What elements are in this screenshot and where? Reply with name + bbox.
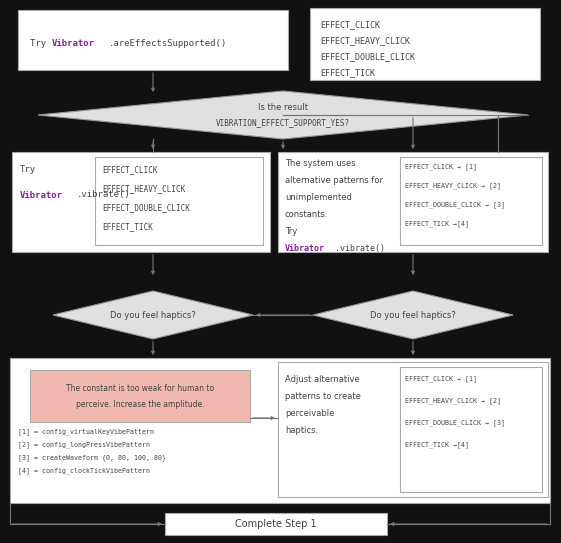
- Text: EFFECT_HEAVY_CLICK: EFFECT_HEAVY_CLICK: [320, 36, 410, 45]
- Text: EFFECT_TICK →[4]: EFFECT_TICK →[4]: [405, 220, 469, 227]
- Text: Complete Step 1: Complete Step 1: [235, 519, 317, 529]
- FancyBboxPatch shape: [30, 370, 250, 422]
- Text: Adjust alternative: Adjust alternative: [285, 375, 360, 384]
- Text: EFFECT_CLICK → [1]: EFFECT_CLICK → [1]: [405, 375, 477, 382]
- Text: EFFECT_HEAVY_CLICK → [2]: EFFECT_HEAVY_CLICK → [2]: [405, 397, 501, 404]
- Text: Vibrator: Vibrator: [52, 40, 95, 48]
- Text: Try: Try: [20, 166, 36, 174]
- Text: Is the result: Is the result: [258, 103, 308, 111]
- Text: VIBRATION_EFFECT_SUPPORT_YES?: VIBRATION_EFFECT_SUPPORT_YES?: [216, 118, 350, 128]
- FancyBboxPatch shape: [310, 8, 540, 80]
- Text: perceivable: perceivable: [285, 409, 334, 418]
- Text: [4] = config_clockTickVibePattern: [4] = config_clockTickVibePattern: [18, 467, 150, 473]
- Text: patterns to create: patterns to create: [285, 392, 361, 401]
- Text: Try: Try: [285, 227, 297, 236]
- FancyBboxPatch shape: [12, 152, 270, 252]
- Text: EFFECT_DOUBLE_CLICK: EFFECT_DOUBLE_CLICK: [102, 203, 190, 212]
- Text: EFFECT_DOUBLE_CLICK → [3]: EFFECT_DOUBLE_CLICK → [3]: [405, 419, 505, 426]
- Text: EFFECT_HEAVY_CLICK → [2]: EFFECT_HEAVY_CLICK → [2]: [405, 182, 501, 189]
- Text: Do you feel haptics?: Do you feel haptics?: [370, 311, 456, 319]
- Text: constants.: constants.: [285, 210, 329, 219]
- Text: [1] = config_virtualKeyVibePattern: [1] = config_virtualKeyVibePattern: [18, 428, 154, 435]
- Text: .areEffectsSupported(): .areEffectsSupported(): [109, 40, 227, 48]
- Text: EFFECT_TICK: EFFECT_TICK: [102, 222, 153, 231]
- FancyBboxPatch shape: [165, 513, 387, 535]
- FancyBboxPatch shape: [400, 367, 542, 492]
- Text: EFFECT_CLICK: EFFECT_CLICK: [320, 20, 380, 29]
- Text: The constant is too weak for human to: The constant is too weak for human to: [66, 384, 214, 393]
- Text: EFFECT_CLICK: EFFECT_CLICK: [102, 165, 158, 174]
- Text: Vibrator: Vibrator: [285, 244, 325, 253]
- Text: EFFECT_DOUBLE_CLICK: EFFECT_DOUBLE_CLICK: [320, 52, 415, 61]
- FancyBboxPatch shape: [400, 157, 542, 245]
- Polygon shape: [313, 291, 513, 339]
- FancyBboxPatch shape: [10, 358, 550, 503]
- FancyBboxPatch shape: [18, 10, 288, 70]
- Polygon shape: [38, 91, 528, 139]
- Text: EFFECT_CLICK → [1]: EFFECT_CLICK → [1]: [405, 163, 477, 170]
- Text: EFFECT_HEAVY_CLICK: EFFECT_HEAVY_CLICK: [102, 184, 185, 193]
- Text: alternative patterns for: alternative patterns for: [285, 176, 383, 185]
- Text: Vibrator: Vibrator: [20, 191, 63, 199]
- FancyBboxPatch shape: [95, 157, 263, 245]
- Text: EFFECT_DOUBLE_CLICK → [3]: EFFECT_DOUBLE_CLICK → [3]: [405, 201, 505, 208]
- Polygon shape: [53, 291, 253, 339]
- Text: Try: Try: [30, 40, 52, 48]
- Text: .vibrate(): .vibrate(): [77, 191, 131, 199]
- Text: unimplemented: unimplemented: [285, 193, 352, 202]
- Text: .vibrate(): .vibrate(): [335, 244, 385, 253]
- FancyBboxPatch shape: [278, 152, 548, 252]
- FancyBboxPatch shape: [278, 362, 548, 497]
- Text: EFFECT_TICK →[4]: EFFECT_TICK →[4]: [405, 441, 469, 448]
- Text: The system uses: The system uses: [285, 159, 356, 168]
- Text: perceive. Increase the amplitude.: perceive. Increase the amplitude.: [76, 400, 204, 409]
- Text: haptics.: haptics.: [285, 426, 318, 435]
- Text: Do you feel haptics?: Do you feel haptics?: [110, 311, 196, 319]
- Text: EFFECT_TICK: EFFECT_TICK: [320, 68, 375, 77]
- Text: [3] = createWaveform {0, 80, 100, 80}: [3] = createWaveform {0, 80, 100, 80}: [18, 454, 166, 461]
- Text: [2] = config_longPressVibePattern: [2] = config_longPressVibePattern: [18, 441, 150, 448]
